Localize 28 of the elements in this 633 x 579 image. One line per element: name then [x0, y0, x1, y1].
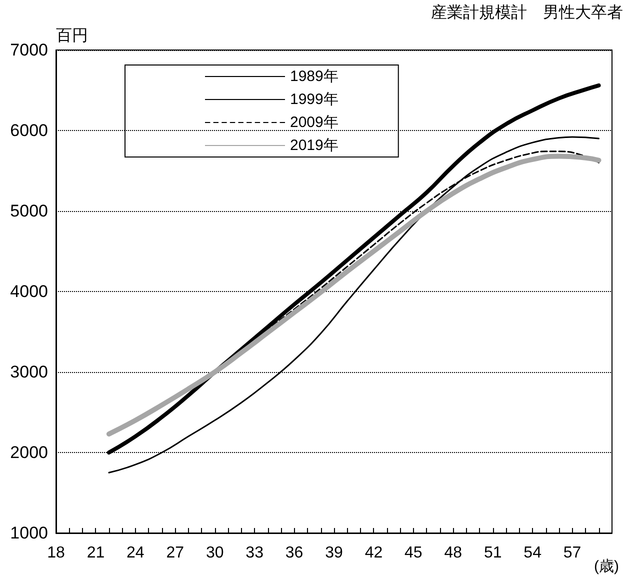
x-tick-label: 18	[47, 544, 65, 562]
x-tick-label: 24	[126, 544, 144, 562]
x-tick-label: 27	[166, 544, 184, 562]
x-tick-label: 57	[563, 544, 582, 562]
x-tick-label: 45	[404, 544, 422, 562]
x-tick-label: 51	[484, 544, 502, 562]
y-tick-label: 3000	[10, 362, 48, 382]
legend-label: 1989年	[290, 68, 338, 85]
x-tick-label: 48	[444, 544, 462, 562]
x-tick-label: 54	[524, 544, 542, 562]
x-tick-label: 42	[364, 544, 383, 562]
legend-label: 1999年	[290, 91, 338, 108]
x-tick-label: 21	[86, 544, 105, 562]
x-tick-label: 39	[325, 544, 343, 562]
x-tick-label: 30	[206, 544, 224, 562]
y-tick-label: 6000	[10, 121, 48, 140]
y-tick-label: 7000	[10, 40, 48, 60]
y-tick-label: 4000	[10, 282, 48, 301]
x-tick-label: 36	[285, 544, 304, 562]
chart-title: 産業計規模計 男性大卒者	[431, 4, 623, 22]
y-tick-label: 2000	[10, 443, 48, 462]
y-tick-label: 5000	[10, 202, 48, 220]
legend-label: 2019年	[290, 137, 338, 154]
x-axis-title: (歳)	[594, 558, 619, 575]
y-tick-label: 1000	[10, 524, 48, 542]
x-tick-label: 33	[246, 544, 264, 562]
y-axis-title: 百円	[56, 28, 88, 44]
legend-label: 2009年	[290, 114, 338, 131]
